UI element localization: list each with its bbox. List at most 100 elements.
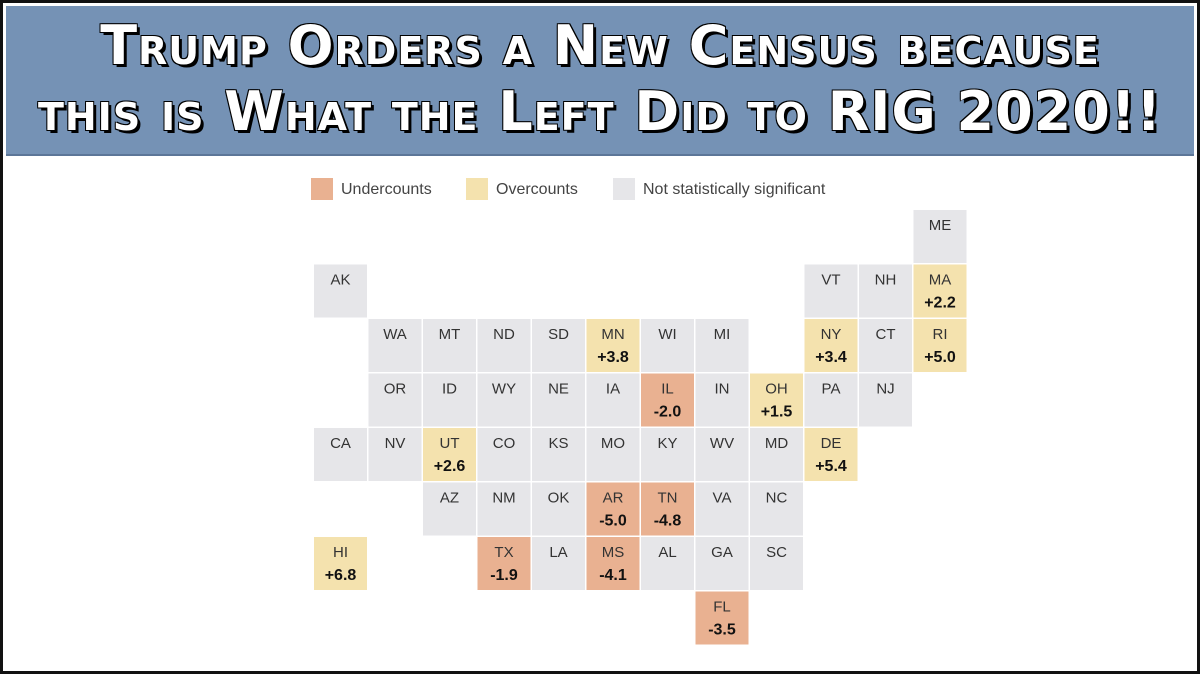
state-label: NM [492,490,515,507]
state-label: MO [601,435,625,452]
state-change: +3.4 [815,349,847,366]
state-tile [532,428,585,481]
state-label: CT [876,326,896,343]
state-tile [477,319,531,372]
state-label: MS [602,544,625,561]
state-tile [368,428,422,481]
state-change: -2.0 [654,404,682,421]
state-tile [586,428,640,481]
state-tile [695,482,749,536]
state-tile [859,319,912,372]
state-tile [859,264,912,318]
state-tile [750,428,803,481]
legend-swatch [466,178,488,200]
state-tile [532,373,585,427]
state-tile [314,264,367,318]
state-label: MT [439,326,461,343]
state-label: OR [384,381,407,398]
state-label: NV [385,435,406,452]
state-tile [695,537,749,590]
state-change: +3.8 [597,349,629,366]
state-label: WI [658,326,676,343]
state-change: -3.5 [708,622,736,639]
state-label: HI [333,544,348,561]
state-change: +1.5 [761,404,793,421]
state-change: +2.6 [434,458,466,475]
state-tile [641,537,694,590]
state-label: AR [603,490,624,507]
state-label: NY [821,326,842,343]
tile-map: Undercounts Overcounts Not statistically s… [311,178,967,645]
state-change: +5.0 [924,349,956,366]
state-tile [750,537,803,590]
state-label: ME [929,217,952,234]
state-change: -4.1 [599,567,627,584]
state-label: NE [548,381,569,398]
state-label: OK [548,490,570,507]
state-tile [314,428,367,481]
state-label: WY [492,381,516,398]
state-tile [477,373,531,427]
state-tile [695,319,749,372]
state-label: AL [658,544,676,561]
state-tile [532,319,585,372]
state-tile [804,319,858,372]
state-label: MI [714,326,731,343]
state-label: CO [493,435,516,452]
state-tile [913,264,967,318]
state-label: NJ [876,381,894,398]
state-label: LA [549,544,567,561]
state-tile [804,373,858,427]
state-label: KS [548,435,568,452]
state-tile [750,482,803,536]
state-tile [477,537,531,590]
state-tile [477,482,531,536]
legend-label: Not statistically significant [643,181,826,198]
state-label: IL [661,381,674,398]
state-tile [423,373,476,427]
state-label: TN [658,490,678,507]
state-tile [804,264,858,318]
state-label: IN [715,381,730,398]
state-label: WV [710,435,734,452]
state-label: VA [713,490,732,507]
state-label: NH [875,272,897,289]
state-label: ID [442,381,457,398]
state-label: VT [821,272,840,289]
state-tile [586,373,640,427]
state-tile [804,428,858,481]
state-label: SD [548,326,569,343]
state-change: -5.0 [599,513,627,530]
state-label: FL [713,599,731,616]
state-tile [532,537,585,590]
state-tile [314,537,367,590]
state-label: DE [821,435,842,452]
state-tile [368,373,422,427]
state-tile [641,319,694,372]
state-change: +5.4 [815,458,847,475]
state-tile [586,319,640,372]
legend-label: Undercounts [341,181,432,198]
legend-swatch [311,178,333,200]
state-label: MA [929,272,952,289]
state-label: NC [766,490,788,507]
state-label: AK [330,272,350,289]
state-tile [859,373,912,427]
state-label: CA [330,435,351,452]
state-change: +6.8 [325,567,357,584]
state-tile [423,319,476,372]
state-label: KY [657,435,677,452]
state-label: AZ [440,490,459,507]
state-label: TX [494,544,513,561]
state-tile [913,210,967,263]
state-tile [750,373,803,427]
state-label: UT [440,435,460,452]
state-label: MD [765,435,788,452]
state-label: SC [766,544,787,561]
state-label: ND [493,326,515,343]
legend-swatch [613,178,635,200]
state-tile [695,428,749,481]
state-change: +2.2 [924,295,956,312]
state-tile [368,319,422,372]
